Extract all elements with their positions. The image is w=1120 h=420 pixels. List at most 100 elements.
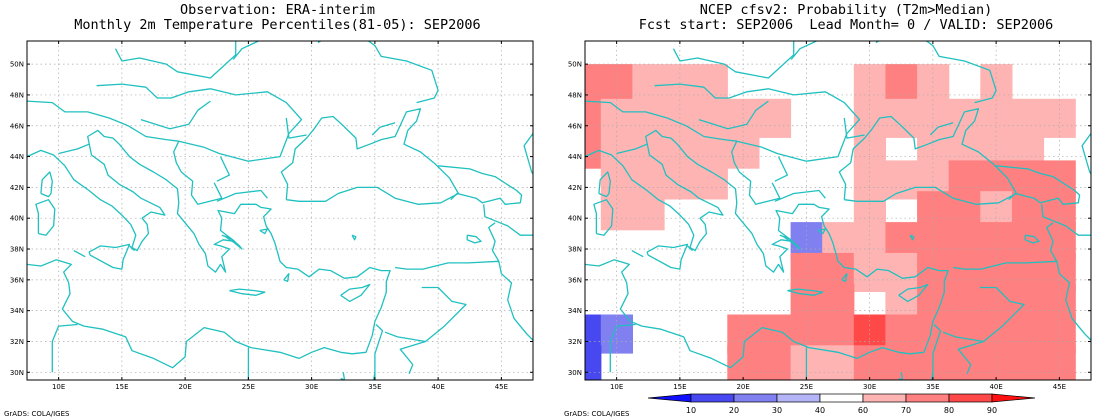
left-title-line1: Observation: ERA-interim xyxy=(179,2,376,18)
coastline xyxy=(114,41,237,79)
colorbar-segment xyxy=(647,393,692,403)
colorbar-label: 10 xyxy=(686,406,696,415)
coastline xyxy=(687,245,693,252)
probability-cell xyxy=(885,64,918,104)
coastline xyxy=(838,108,1018,205)
coastline xyxy=(280,108,460,205)
coastline xyxy=(1041,204,1091,236)
coastline xyxy=(374,324,384,380)
colorbar-segment xyxy=(991,393,1036,403)
coastline xyxy=(488,222,500,262)
colorbar-segment xyxy=(948,393,993,403)
probability-cell xyxy=(664,160,697,200)
left-grid-lines xyxy=(27,41,533,380)
coastline xyxy=(140,100,211,130)
lat-label: 48N xyxy=(10,91,24,99)
coastline xyxy=(774,189,826,202)
coastline xyxy=(340,283,371,303)
coastline xyxy=(35,199,56,236)
probability-cell xyxy=(585,129,602,169)
coastline xyxy=(929,122,954,136)
coastline xyxy=(698,100,769,130)
coastline xyxy=(593,199,614,236)
coastline xyxy=(841,273,848,283)
coastline xyxy=(898,283,929,303)
colorbar-segment xyxy=(690,393,735,403)
coastline xyxy=(672,41,795,79)
coastline xyxy=(585,129,949,369)
coastline xyxy=(58,143,90,155)
lat-label: 34N xyxy=(568,307,582,315)
lon-label: 40E xyxy=(431,383,444,391)
colorbar-label: 80 xyxy=(944,406,954,415)
coastline xyxy=(1081,133,1091,175)
lat-label: 30N xyxy=(568,369,582,377)
coastline xyxy=(129,245,135,252)
probability-cell xyxy=(585,98,602,138)
left-axis-labels: 30N 32N 34N 36N 38N 40N 42N 44N 46N 48N 50N 10E 15E 2… xyxy=(10,61,508,391)
coastline xyxy=(774,156,789,182)
coastline xyxy=(790,41,817,60)
lat-label: 46N xyxy=(10,122,24,130)
probability-cell xyxy=(758,98,792,138)
probability-cell xyxy=(853,64,886,104)
colorbar-label: 20 xyxy=(729,406,739,415)
probability-cell xyxy=(632,64,665,104)
lat-label: 40N xyxy=(568,215,582,223)
probability-cell xyxy=(758,345,792,380)
right-axis-labels: 30N 32N 34N 36N 38N 40N 42N 44N 46N 48N 50N 10E 15E 2… xyxy=(568,61,1066,391)
coastline xyxy=(173,140,223,205)
probability-cell xyxy=(885,98,918,138)
lat-label: 38N xyxy=(10,246,24,254)
colorbar-segment xyxy=(819,393,864,403)
coastline xyxy=(466,234,482,244)
lat-label: 34N xyxy=(10,307,24,315)
lat-label: 46N xyxy=(568,122,582,130)
coastline xyxy=(646,243,689,270)
lat-label: 50N xyxy=(10,61,24,69)
left-map-frame xyxy=(26,40,534,381)
coastline xyxy=(1024,234,1040,244)
right-coastlines xyxy=(585,41,1091,380)
right-title-line2: Fcst start: SEP2006 Lead Month= 0 / VALI… xyxy=(638,17,1054,33)
lon-label: 20E xyxy=(178,383,191,391)
probability-cell xyxy=(853,252,886,292)
coastline xyxy=(609,323,636,373)
coastline xyxy=(371,122,396,136)
coastline xyxy=(483,204,533,236)
coastline xyxy=(909,234,915,241)
coastline xyxy=(384,286,467,343)
coastline xyxy=(395,260,533,342)
lat-label: 50N xyxy=(568,61,582,69)
left-credit: GrADS: COLA/IGES xyxy=(4,410,70,418)
left-axis-ticks xyxy=(27,41,533,380)
coastline xyxy=(259,228,269,235)
coastline xyxy=(898,372,904,380)
lon-label: 35E xyxy=(368,383,381,391)
coastline xyxy=(631,250,644,258)
coastline xyxy=(351,234,357,241)
coastline xyxy=(598,171,611,198)
coastline xyxy=(229,288,266,296)
left-coastlines xyxy=(27,41,533,380)
coastline xyxy=(216,156,231,182)
lon-label: 45E xyxy=(1053,383,1066,391)
coastline xyxy=(340,372,346,380)
coastline xyxy=(942,286,1025,343)
lat-label: 44N xyxy=(568,153,582,161)
coastline xyxy=(817,228,827,235)
coastline xyxy=(40,171,53,198)
right-map-frame xyxy=(584,40,1092,381)
right-axis-ticks xyxy=(585,41,1091,380)
colorbar-segment xyxy=(862,393,907,403)
coastline xyxy=(216,189,268,202)
right-credit: GrADS: COLA/IGES xyxy=(564,410,630,418)
lon-label: 30E xyxy=(305,383,318,391)
coastline xyxy=(957,340,984,375)
probability-cells xyxy=(585,64,1076,380)
lon-label: 40E xyxy=(989,383,1002,391)
lon-label: 15E xyxy=(673,383,686,391)
coastline xyxy=(1046,222,1058,262)
lat-label: 42N xyxy=(10,184,24,192)
lon-label: 25E xyxy=(800,383,813,391)
